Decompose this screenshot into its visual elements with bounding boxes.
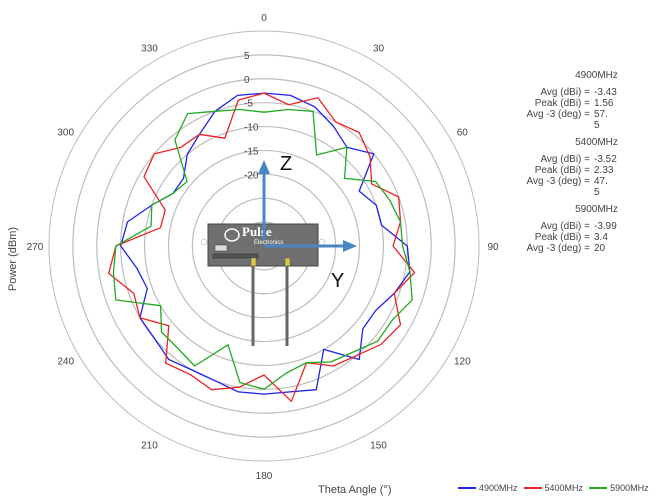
y-axis-label: Y [331,270,344,292]
series-line-5900MHz [112,108,413,390]
angle-tick-label: 120 [454,357,471,368]
peak-label: Peak (dBi) = [534,98,590,109]
stats-5400: 5400MHz Avg (dBi) = -3.52 Peak (dBi) = 2.3… [520,137,665,198]
peak-value: 1.56 [594,98,614,109]
angle-tick-label: 90 [487,242,499,253]
peak-label: Peak (dBi) = [534,232,590,243]
connector-left [250,257,257,267]
series-lines [108,92,416,402]
radial-grid-ring [72,54,456,438]
stats-5900: 5900MHz Avg (dBi) = -3.99 Peak (dBi) = 3.4… [520,204,665,254]
stats-freq-title: 5400MHz [575,137,618,148]
radial-tick-label: -15 [244,146,259,157]
angle-tick-label: 60 [457,128,469,139]
legend-item: 5900MHz [589,483,649,493]
angle-tick-label: 150 [370,440,387,451]
radial-tick-label: 0 [244,75,250,86]
legend-swatch [523,487,542,489]
legend-item: 4900MHz [458,483,518,493]
legend-swatch [458,487,476,489]
angle-tick-label: 330 [141,44,158,55]
radial-tick-label: -5 [244,99,253,110]
angle-tick-label: 0 [261,13,267,24]
board-subtitle: Electronics [254,240,283,246]
y-arrow-head-icon [343,240,357,252]
peak-value: 2.33 [594,165,614,176]
stats-freq-title: 5900MHz [575,204,618,215]
angle-tick-label: 30 [373,44,385,55]
beam-label: Avg -3 (deg) = [526,109,590,120]
legend-label: 4900MHz [479,483,518,493]
angle-tick-label: 240 [57,357,74,368]
radial-grid-ring [143,125,385,367]
beam-value: 57. [594,109,608,120]
x-axis-title: Theta Angle (°) [318,484,392,496]
stats-4900: 4900MHz Avg (dBi) = -3.43 Peak (dBi) = 1.5… [520,70,665,131]
beam-value: 20 [594,243,606,254]
angle-tick-label: 300 [57,128,74,139]
avg-value: -3.99 [594,221,617,232]
connector-right [284,257,291,267]
board-hole-right [318,238,326,246]
avg-label: Avg (dBi) = [540,221,590,232]
outer-ring [48,30,480,462]
board-brand: Pulse [242,224,272,239]
angle-tick-labels: 0 30 60 90 120 150 180 210 240 270 300 330 [27,13,499,482]
avg-label: Avg (dBi) = [540,87,590,98]
antenna-inset: Pulse Electronics Z Y [200,153,357,346]
z-arrow-head-icon [258,160,270,174]
radial-tick-label: -20 [244,170,259,181]
legend-swatch [589,487,608,489]
angle-tick-label: 270 [27,242,44,253]
legend-item: 5400MHz [523,483,584,493]
series-line-5400MHz [108,92,416,402]
board-hole-left [200,238,208,246]
radial-grid-ring [167,149,361,343]
z-axis-label: Z [280,153,292,175]
board-marking [212,253,259,259]
beam-value-cont: 5 [594,187,600,198]
legend-label: 5900MHz [610,483,649,493]
beam-label: Avg -3 (deg) = [526,243,590,254]
legend-label: 5400MHz [544,483,584,493]
peak-value: 3.4 [594,232,608,243]
stats-panel: 4900MHz Avg (dBi) = -3.43 Peak (dBi) = 1.5… [520,70,665,260]
avg-value: -3.52 [594,154,617,165]
beam-value: 47. [594,176,608,187]
avg-label: Avg (dBi) = [540,154,590,165]
peak-label: Peak (dBi) = [534,165,590,176]
beam-value-cont: 5 [594,120,600,131]
pulse-logo-icon [224,228,240,242]
angle-tick-label: 210 [141,440,158,451]
legend: 4900MHz 5400MHz 5900MHz [458,483,655,493]
y-axis-title: Power (dBm) [7,226,20,292]
angle-tick-label: 180 [256,471,273,482]
stats-freq-title: 4900MHz [575,70,618,81]
radial-tick-label: 5 [244,51,250,62]
radial-tick-labels: 5 0 -5 -10 -15 -20 [244,51,259,181]
radial-tick-label: -10 [244,123,259,134]
beam-label: Avg -3 (deg) = [526,176,590,187]
radial-grid-ring [96,78,432,414]
avg-value: -3.43 [594,87,617,98]
board-chip [214,244,228,252]
